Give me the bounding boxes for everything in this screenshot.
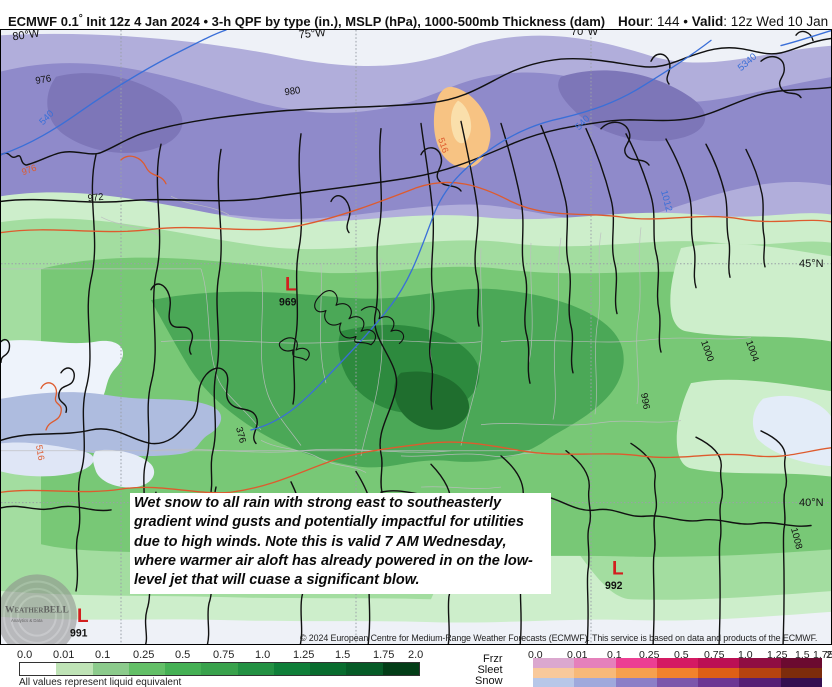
svg-text:40°N: 40°N — [799, 497, 824, 509]
svg-text:70°W: 70°W — [571, 30, 598, 38]
svg-text:972: 972 — [87, 192, 104, 205]
svg-text:45°N: 45°N — [799, 258, 824, 270]
svg-text:980: 980 — [284, 85, 301, 98]
svg-text:Analytics & Data: Analytics & Data — [11, 618, 43, 623]
svg-text:L: L — [612, 557, 624, 579]
svg-text:L: L — [285, 273, 297, 295]
svg-text:991: 991 — [70, 627, 88, 639]
svg-text:969: 969 — [279, 296, 297, 308]
svg-text:WEATHERBELL: WEATHERBELL — [5, 605, 69, 616]
svg-text:992: 992 — [605, 580, 623, 592]
svg-text:L: L — [77, 605, 89, 627]
